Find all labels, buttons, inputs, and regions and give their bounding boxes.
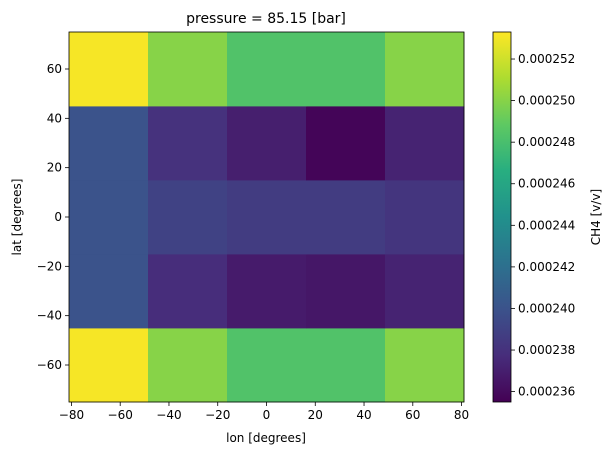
colorbar-tick-label: 0.000250 [518, 94, 575, 108]
colorbar-tick-label: 0.000238 [518, 343, 575, 357]
heatmap-cell [148, 180, 228, 255]
heatmap-cell [148, 254, 228, 329]
heatmap-cells [69, 32, 465, 403]
colorbar-ticks: 0.000236 0.000238 0.000240 0.000242 0.000244… [511, 52, 575, 399]
heatmap-cell [69, 180, 149, 255]
heatmap-cell [306, 32, 386, 107]
heatmap-cell [306, 328, 386, 403]
x-tick-label: 20 [308, 408, 323, 422]
colorbar-tick-label: 0.000252 [518, 52, 575, 66]
x-tick-label: 40 [356, 408, 371, 422]
heatmap-cell [227, 32, 307, 107]
chart-title: pressure = 85.15 [bar] [186, 11, 346, 27]
y-axis: −60 −40 −20 0 20 40 60 [37, 62, 69, 372]
y-tick-label: −40 [37, 309, 62, 323]
colorbar-tick-label: 0.000244 [518, 218, 575, 232]
colorbar-tick-label: 0.000246 [518, 177, 575, 191]
heatmap-cell [148, 106, 228, 181]
x-tick-label: −60 [108, 408, 133, 422]
heatmap-cell [385, 254, 465, 329]
y-tick-label: −60 [37, 358, 62, 372]
heatmap-cell [69, 328, 149, 403]
heatmap-cell [385, 32, 465, 107]
y-tick-label: −20 [37, 259, 62, 273]
heatmap-cell [385, 106, 465, 181]
heatmap-cell [227, 254, 307, 329]
heatmap-cell [306, 180, 386, 255]
y-tick-label: 0 [54, 210, 62, 224]
heatmap-cell [69, 32, 149, 107]
x-tick-label: 0 [263, 408, 271, 422]
y-axis-label: lat [degrees] [10, 179, 24, 256]
x-tick-label: 60 [405, 408, 420, 422]
colorbar [492, 31, 512, 403]
colorbar-tick-label: 0.000236 [518, 385, 575, 399]
heatmap-cell [148, 328, 228, 403]
x-tick-label: −80 [59, 408, 84, 422]
x-tick-label: −40 [156, 408, 181, 422]
x-tick-label: 80 [454, 408, 469, 422]
heatmap-cell [306, 106, 386, 181]
colorbar-tick-label: 0.000242 [518, 260, 575, 274]
colorbar-tick-label: 0.000240 [518, 301, 575, 315]
heatmap-cell [69, 106, 149, 181]
colorbar-tick-label: 0.000248 [518, 135, 575, 149]
x-axis: −80 −60 −40 −20 0 20 40 60 80 [59, 402, 469, 422]
y-tick-label: 60 [47, 62, 62, 76]
heatmap-cell [148, 32, 228, 107]
x-tick-label: −20 [205, 408, 230, 422]
heatmap-cell [227, 180, 307, 255]
heatmap-cell [69, 254, 149, 329]
y-tick-label: 20 [47, 161, 62, 175]
heatmap-cell [385, 180, 465, 255]
y-tick-label: 40 [47, 111, 62, 125]
heatmap-cell [306, 254, 386, 329]
x-axis-label: lon [degrees] [226, 431, 306, 445]
heatmap-cell [227, 328, 307, 403]
colorbar-label: CH4 [v/v] [589, 189, 603, 245]
heatmap-cell [385, 328, 465, 403]
heatmap-cell [227, 106, 307, 181]
